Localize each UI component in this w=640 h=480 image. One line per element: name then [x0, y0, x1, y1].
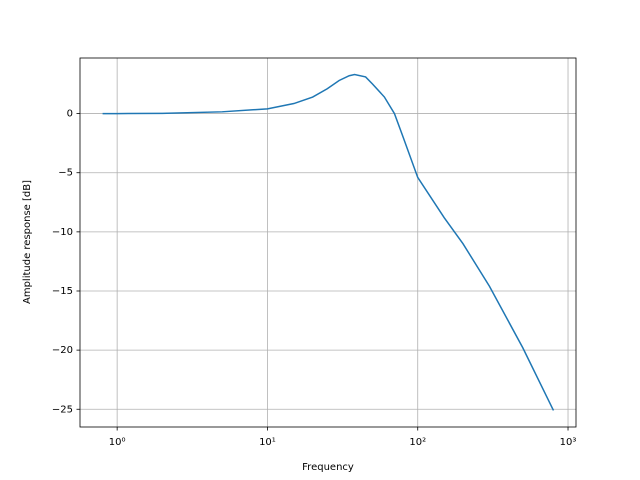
y-tick-label: −10 [52, 227, 73, 238]
y-tick-label: −5 [58, 168, 73, 179]
y-tick-label: 0 [67, 109, 73, 120]
plot-frame [79, 57, 577, 428]
y-tick-label: −20 [52, 345, 73, 356]
y-tick-label: −25 [52, 404, 73, 415]
y-tick-label: −15 [52, 286, 73, 297]
y-axis-label: Amplitude response [dB] [22, 180, 33, 304]
x-tick-label: 10¹ [259, 437, 276, 448]
x-tick-label: 10⁰ [109, 437, 126, 448]
x-axis-label: Frequency [302, 462, 354, 473]
line-series [102, 73, 555, 411]
x-tick-label: 10² [409, 437, 426, 448]
x-tick-label: 10³ [560, 437, 577, 448]
